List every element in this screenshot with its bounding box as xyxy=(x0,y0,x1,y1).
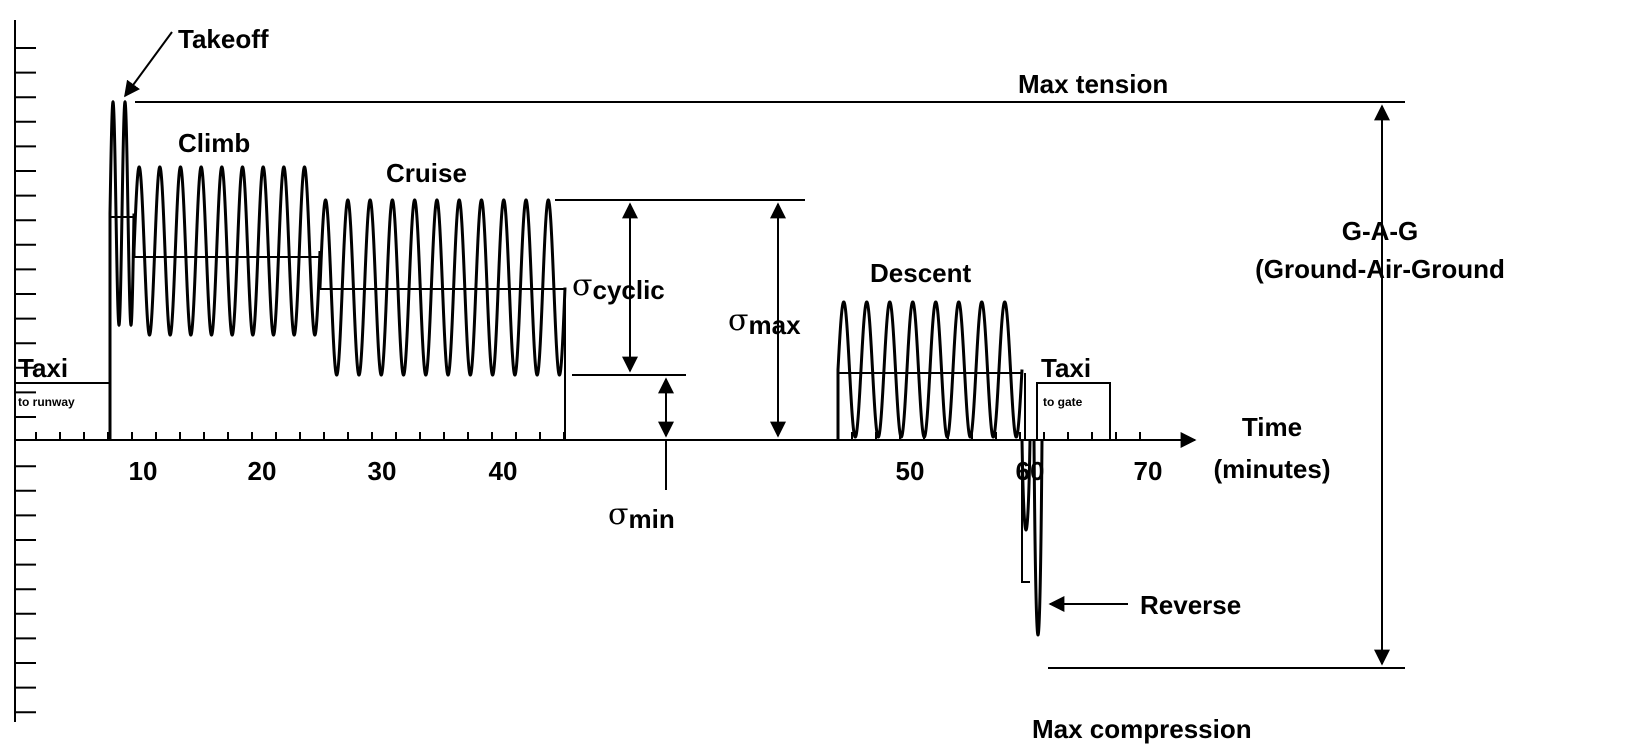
sigma-max-label: σmax xyxy=(728,303,801,340)
takeoff-arrow xyxy=(124,31,173,98)
max-tension-label: Max tension xyxy=(1018,69,1168,99)
sigma-subscript: max xyxy=(748,310,801,340)
max-compression-label: Max compression xyxy=(1032,714,1252,744)
takeoff-label: Takeoff xyxy=(178,24,269,54)
time-tick-label: 20 xyxy=(248,456,277,486)
time-tick-label: 10 xyxy=(129,456,158,486)
cruise-label: Cruise xyxy=(386,158,467,188)
time-label: Time xyxy=(1242,412,1302,442)
sigma-symbol: σ xyxy=(728,303,748,338)
time-tick-label: 30 xyxy=(368,456,397,486)
taxi-gate-box xyxy=(1036,382,1111,440)
climb-label: Climb xyxy=(178,128,250,158)
time-tick-label: 40 xyxy=(489,456,518,486)
sigma-subscript: min xyxy=(628,504,674,534)
time-tick-label: 70 xyxy=(1134,456,1163,486)
load-wave xyxy=(132,165,322,337)
time-tick-label: 50 xyxy=(896,456,925,486)
load-wave xyxy=(836,300,1024,440)
sigma-symbol: σ xyxy=(608,497,628,532)
sigma-min-label: σmin xyxy=(608,497,675,534)
gag-label: (Ground-Air-Ground xyxy=(1255,254,1505,284)
taxi-runway-label: Taxi xyxy=(18,353,68,383)
reverse-label: Reverse xyxy=(1140,590,1241,620)
sigma-cyclic-label: σcyclic xyxy=(572,268,665,305)
sigma-symbol: σ xyxy=(572,268,592,303)
load-wave xyxy=(108,99,136,440)
reverse-pulse xyxy=(1020,439,1044,637)
taxi-gate-sub: to gate xyxy=(1043,395,1083,409)
sigma-subscript: cyclic xyxy=(592,275,664,305)
load-wave xyxy=(318,198,567,377)
gag-label: G-A-G xyxy=(1342,216,1419,246)
taxi-gate-label: Taxi xyxy=(1041,353,1091,383)
layout xyxy=(14,20,1405,722)
taxi-runway-sub: to runway xyxy=(18,395,75,409)
descent-label: Descent xyxy=(870,258,971,288)
time-tick-label: 60 xyxy=(1016,456,1045,486)
time-label: (minutes) xyxy=(1214,454,1331,484)
